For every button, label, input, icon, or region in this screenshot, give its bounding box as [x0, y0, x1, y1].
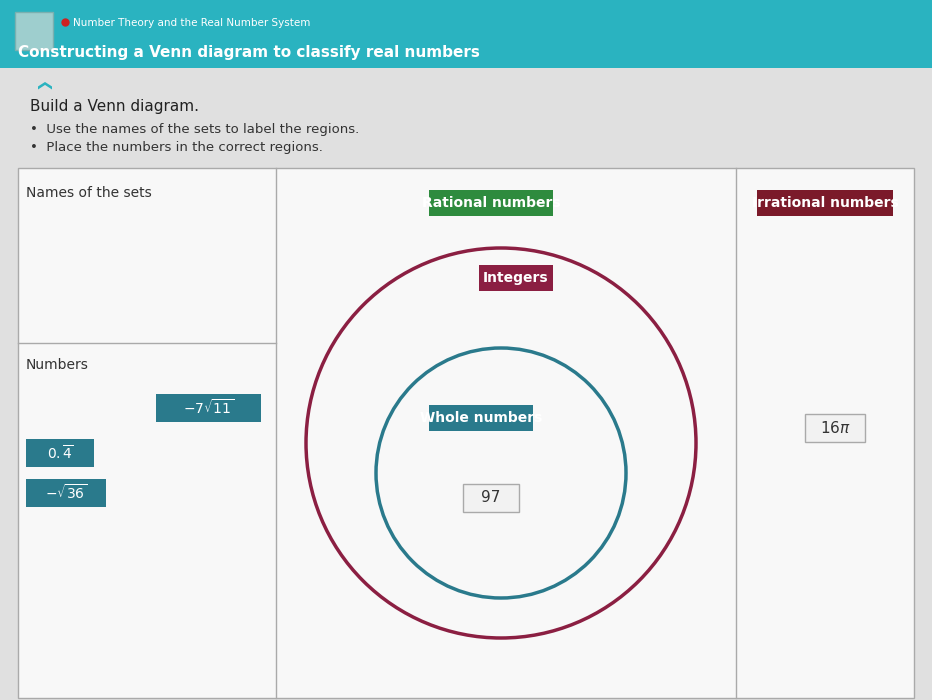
Text: Irrational numbers: Irrational numbers [751, 196, 898, 210]
Bar [479, 265, 553, 291]
Text: $-7\sqrt{11}$: $-7\sqrt{11}$ [183, 398, 234, 417]
Text: ❮: ❮ [35, 80, 49, 92]
Text: •  Use the names of the sets to label the regions.: • Use the names of the sets to label the… [30, 123, 359, 136]
Text: •  Place the numbers in the correct regions.: • Place the numbers in the correct regio… [30, 141, 322, 155]
Text: Number Theory and the Real Number System: Number Theory and the Real Number System [73, 18, 310, 28]
Bar [15, 12, 53, 50]
Bar [26, 479, 106, 507]
Bar [757, 190, 893, 216]
Text: 97: 97 [481, 491, 500, 505]
Text: Build a Venn diagram.: Build a Venn diagram. [30, 99, 199, 113]
Bar [805, 414, 865, 442]
Bar [156, 394, 261, 422]
Bar [430, 190, 553, 216]
Text: Numbers: Numbers [26, 358, 89, 372]
Text: $-\sqrt{36}$: $-\sqrt{36}$ [45, 484, 88, 503]
Text: $0.\overline{4}$: $0.\overline{4}$ [47, 444, 74, 462]
Text: Whole numbers: Whole numbers [419, 411, 542, 425]
Bar [18, 168, 914, 698]
Text: Constructing a Venn diagram to classify real numbers: Constructing a Venn diagram to classify … [18, 45, 480, 60]
Bar [463, 484, 519, 512]
Text: Integers: Integers [483, 271, 549, 285]
Bar [26, 439, 94, 467]
Bar [429, 405, 533, 431]
Bar [0, 0, 932, 68]
Text: Names of the sets: Names of the sets [26, 186, 152, 200]
Text: Rational numbers: Rational numbers [421, 196, 560, 210]
Text: $16\pi$: $16\pi$ [819, 420, 850, 436]
